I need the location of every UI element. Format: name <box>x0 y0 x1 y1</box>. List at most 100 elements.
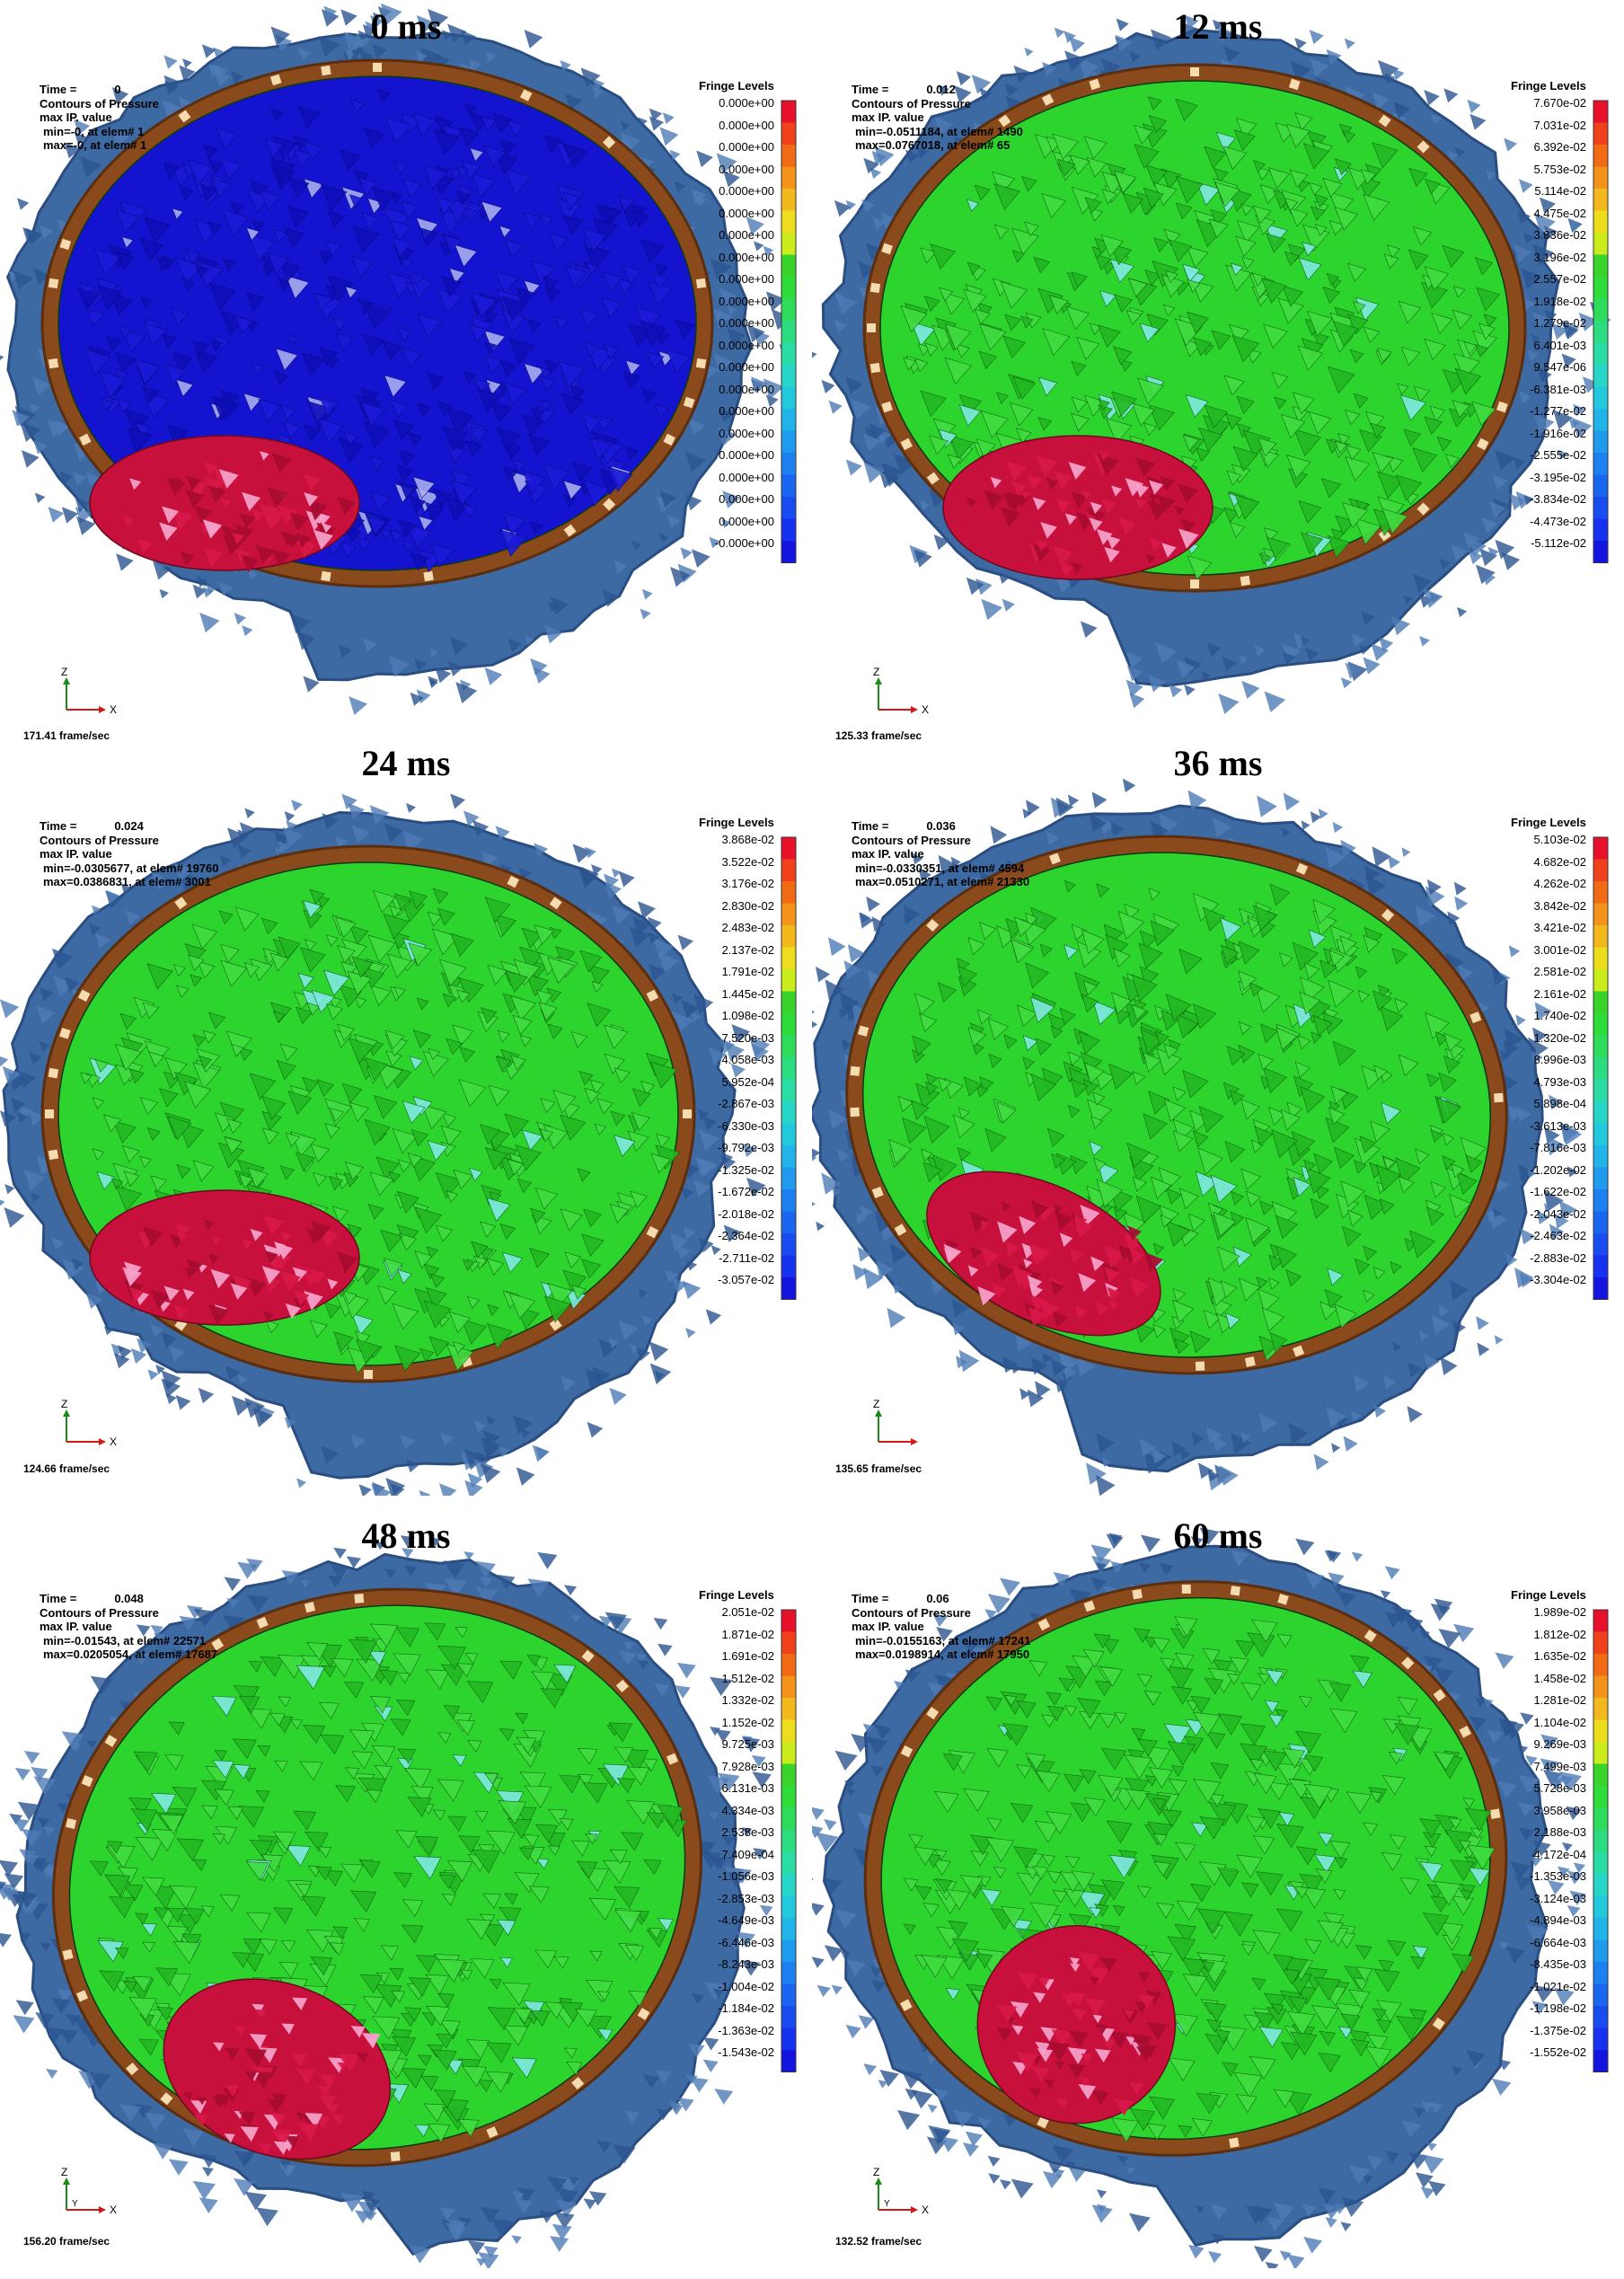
panel-title: 60 ms <box>1173 1515 1263 1556</box>
fringe-level-label: -1.916e-02 <box>1530 426 1586 440</box>
panel-title: 24 ms <box>361 743 451 783</box>
axis-x-label: X <box>110 2204 117 2216</box>
fringe-color-band <box>1593 1874 1608 1896</box>
axis-triad: Z X Y <box>61 2166 117 2216</box>
fringe-color-band <box>781 1983 796 2006</box>
fringe-colorbar <box>781 836 797 1300</box>
frame-rate: 132.52 frame/sec <box>835 2235 922 2248</box>
fringe-level-label: 0.000e+00 <box>719 162 774 176</box>
result-info: Time = 0.048 Contours of Pressure max IP. v… <box>40 1592 217 1662</box>
value-type: max IP. value <box>852 1620 924 1633</box>
fringe-color-band <box>1593 453 1608 475</box>
fringe-level-label: -1.363e-02 <box>718 2023 774 2037</box>
time-label: Time = <box>40 819 77 833</box>
fringe-level-label: 3.958e-03 <box>1533 1803 1586 1817</box>
fringe-level-label: -1.543e-02 <box>718 2045 774 2059</box>
fringe-level-label: -3.057e-02 <box>718 1273 774 1286</box>
simulation-panel-24ms: 24 ms Time = 0.024 Contours of Pressure max … <box>0 737 812 1496</box>
fringe-color-band <box>781 1654 796 1676</box>
time-value: 0.024 <box>114 819 144 833</box>
fringe-level-label: 2.538e-03 <box>721 1825 774 1839</box>
fringe-color-band <box>781 2050 796 2072</box>
fringe-level-label: 1.458e-02 <box>1533 1671 1586 1685</box>
max-value: max=0.0510271, at elem# 21330 <box>855 875 1030 888</box>
fringe-level-label: -6.446e-03 <box>718 1935 774 1949</box>
fringe-color-band <box>1593 210 1608 233</box>
fringe-level-label: 3.836e-02 <box>1533 228 1586 242</box>
max-value: max=0.0205054, at elem# 17687 <box>43 1647 218 1661</box>
fringe-level-label: -1.277e-02 <box>1530 404 1586 418</box>
fringe-level-label: 1.445e-02 <box>721 986 774 1001</box>
fringe-color-band <box>781 365 796 387</box>
min-value: min=-0.0155163, at elem# 17241 <box>855 1633 1031 1647</box>
fringe-color-band <box>1593 1742 1608 1764</box>
fringe-level-label: 5.103e-02 <box>1533 833 1586 846</box>
panel-title: 12 ms <box>1173 6 1263 47</box>
fringe-color-band <box>1593 2027 1608 2050</box>
fringe-colorbar <box>1593 836 1609 1300</box>
fringe-color-band <box>781 145 796 167</box>
fringe-color-band <box>1593 474 1608 497</box>
fringe-color-band <box>1593 1851 1608 1874</box>
panel-title: 0 ms <box>370 6 442 47</box>
fringe-color-band <box>781 1101 796 1124</box>
fringe-color-band <box>1593 1189 1608 1212</box>
fringe-level-label: 2.483e-02 <box>721 921 774 934</box>
fringe-color-band <box>781 1057 796 1080</box>
fringe-color-band <box>781 1698 796 1720</box>
frame-rate: 171.41 frame/sec <box>23 729 110 742</box>
fringe-level-label: 1.320e-02 <box>1533 1030 1586 1045</box>
fringe-color-band <box>1593 859 1608 881</box>
time-value: 0.036 <box>926 819 956 833</box>
max-value: max=-0, at elem# 1 <box>43 138 147 152</box>
fringe-level-label: 3.421e-02 <box>1533 921 1586 934</box>
fringe-level-label: 3.176e-02 <box>721 877 774 890</box>
cerebellum-region <box>89 1189 360 1326</box>
fringe-color-band <box>1593 2006 1608 2028</box>
time-label: Time = <box>852 83 889 96</box>
fringe-level-label: -0.000e+00 <box>714 536 774 550</box>
fringe-level-label: 6.401e-03 <box>1533 338 1586 352</box>
fringe-color-band <box>1593 1079 1608 1101</box>
fringe-color-band <box>781 122 796 145</box>
frame-rate: 135.65 frame/sec <box>835 1462 922 1475</box>
fringe-color-band <box>781 1830 796 1852</box>
fringe-colorbar <box>1593 100 1609 563</box>
fringe-color-band <box>1593 2050 1608 2072</box>
fringe-level-label: 2.188e-03 <box>1533 1825 1586 1839</box>
axis-x-label: X <box>110 703 117 716</box>
axis-x-label: X <box>922 703 929 716</box>
fringe-color-band <box>781 1807 796 1830</box>
fringe-color-band <box>781 991 796 1013</box>
fringe-level-label: -4.473e-02 <box>1530 514 1586 528</box>
fringe-color-band <box>1593 1918 1608 1940</box>
fringe-level-label: 5.728e-03 <box>1533 1781 1586 1795</box>
fringe-level-label: 0.000e+00 <box>719 96 774 110</box>
fringe-color-band <box>1593 1277 1608 1300</box>
fringe-level-label: 7.409e-04 <box>721 1847 774 1861</box>
fringe-level-label: 0.000e+00 <box>719 140 774 154</box>
fringe-level-label: 1.635e-02 <box>1533 1649 1586 1663</box>
value-type: max IP. value <box>852 847 924 861</box>
fringe-level-label: 9.547e-06 <box>1533 360 1586 374</box>
fringe-level-label: -1.004e-02 <box>718 1979 774 1993</box>
fringe-level-label: -2.463e-02 <box>1530 1229 1586 1242</box>
fringe-color-band <box>781 1255 796 1277</box>
fringe-level-label: 7.670e-02 <box>1533 96 1586 110</box>
fringe-level-label: -1.184e-02 <box>718 2001 774 2015</box>
fringe-color-band <box>1593 1057 1608 1080</box>
axis-triad: Z <box>873 1398 918 1445</box>
axis-triad: ZX <box>873 666 929 716</box>
fringe-color-band <box>1593 837 1608 860</box>
fringe-color-band <box>781 1851 796 1874</box>
fringe-level-label: 0.000e+00 <box>719 492 774 506</box>
fringe-color-band <box>781 474 796 497</box>
fringe-level-label: 1.332e-02 <box>721 1693 774 1707</box>
fringe-level-label: -7.816e-03 <box>1530 1141 1586 1154</box>
fringe-color-band <box>781 859 796 881</box>
fringe-color-band <box>1593 925 1608 948</box>
brain-mesh <box>812 1527 1586 2268</box>
fringe-color-band <box>1593 1211 1608 1233</box>
time-label: Time = <box>852 819 889 833</box>
fringe-color-band <box>1593 1675 1608 1698</box>
